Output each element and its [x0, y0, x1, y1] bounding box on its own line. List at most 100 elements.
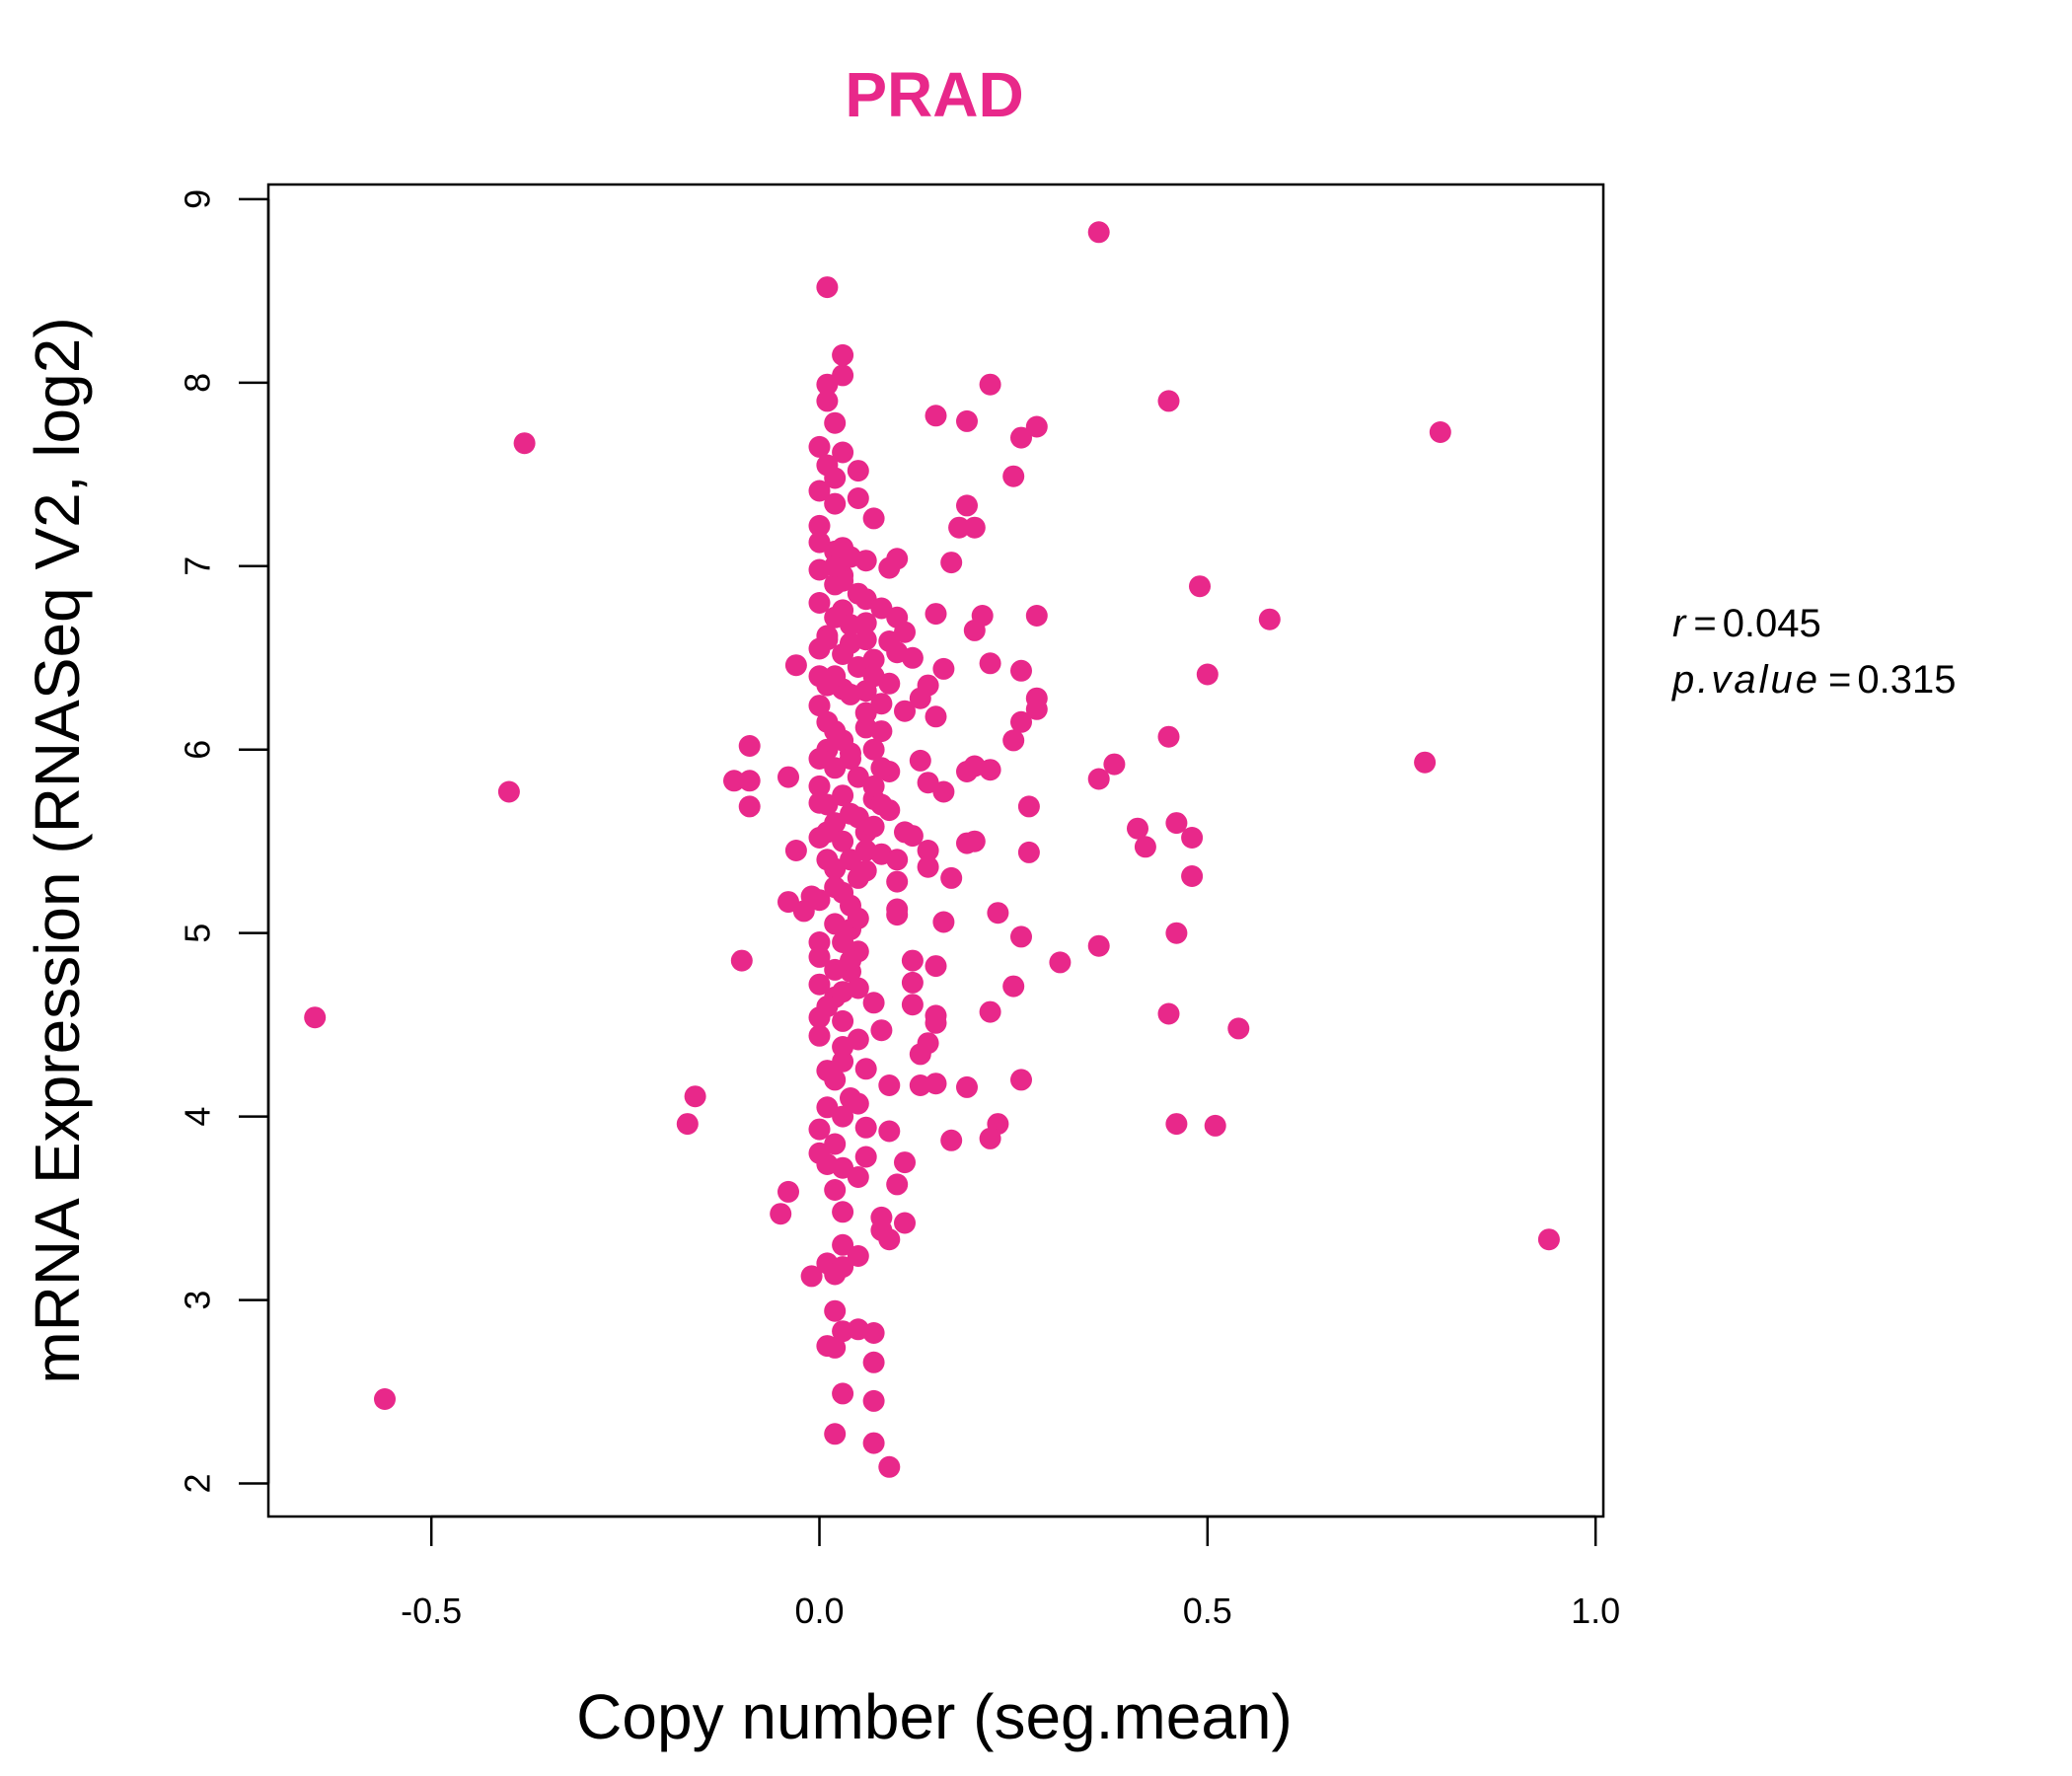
data-point [932, 657, 955, 680]
data-point [816, 629, 839, 651]
data-point [870, 1019, 893, 1042]
data-point [1017, 841, 1040, 863]
data-point [738, 770, 761, 792]
data-point [1010, 925, 1032, 948]
data-point [808, 1024, 831, 1047]
data-point [878, 1228, 901, 1251]
data-point [1087, 768, 1110, 790]
data-point [824, 606, 847, 629]
r-symbol: r [1672, 602, 1687, 645]
data-point [676, 1113, 699, 1136]
x-tick-label: 1.0 [1571, 1591, 1620, 1631]
y-tick-label: 2 [178, 1474, 218, 1494]
data-point [1002, 975, 1025, 998]
data-point [925, 705, 947, 728]
p-value-stat: p.value = 0.315 [1671, 658, 1956, 702]
data-point [824, 1179, 847, 1201]
y-tick-label: 9 [178, 189, 218, 209]
x-axis-title: Copy number (seg.mean) [576, 1681, 1293, 1752]
data-point [1025, 415, 1048, 438]
data-point [932, 911, 955, 933]
data-point [824, 1336, 847, 1359]
data-point [847, 460, 869, 482]
data-point [808, 945, 831, 968]
correlation-stat: r = 0.045 [1672, 602, 1821, 645]
data-point [824, 1069, 847, 1091]
data-point [304, 1006, 327, 1029]
data-point [808, 480, 831, 502]
data-point [816, 390, 839, 412]
data-point [901, 971, 924, 994]
data-point [956, 494, 978, 517]
data-point [1103, 753, 1126, 776]
data-point [816, 793, 839, 816]
data-point [901, 949, 924, 972]
data-point [816, 821, 839, 844]
data-point [738, 795, 761, 818]
data-point [862, 815, 885, 838]
data-point [824, 1423, 847, 1445]
data-point [854, 840, 877, 861]
data-point [862, 1432, 885, 1454]
data-point [777, 1180, 799, 1203]
data-point [987, 902, 1009, 925]
data-point [901, 646, 924, 669]
data-point [824, 913, 847, 935]
data-point [956, 409, 978, 432]
data-point [854, 629, 877, 651]
data-point [816, 710, 839, 733]
data-point [1157, 725, 1180, 748]
data-point [956, 1075, 978, 1098]
data-point [862, 507, 885, 530]
data-point [1002, 729, 1025, 752]
chart-title: PRAD [845, 59, 1023, 130]
data-point [963, 619, 986, 641]
data-point [979, 1127, 1001, 1149]
data-point [878, 1455, 901, 1478]
data-point [832, 1105, 854, 1128]
data-point [1010, 659, 1032, 682]
data-point [824, 411, 847, 434]
y-axis: 2 3 4 5 6 7 8 9 [178, 189, 270, 1494]
data-point [909, 1043, 931, 1066]
x-tick-label: 0.0 [794, 1591, 844, 1631]
p-equals: = [1828, 658, 1851, 702]
data-point [832, 441, 854, 464]
data-point [1017, 795, 1040, 818]
data-point [808, 1118, 831, 1141]
data-point [824, 467, 847, 489]
data-point [854, 1116, 877, 1139]
data-point [684, 1085, 706, 1108]
data-point [886, 1173, 909, 1196]
data-point [1181, 827, 1204, 849]
data-point [1127, 817, 1148, 840]
data-point [832, 537, 854, 559]
data-point [1165, 812, 1188, 835]
data-point [894, 700, 916, 722]
data-point [963, 516, 986, 539]
data-point [808, 592, 831, 614]
data-point [878, 556, 901, 579]
data-point [808, 748, 831, 770]
data-point [816, 849, 839, 871]
data-point [513, 432, 536, 455]
x-axis: -0.5 0.0 0.5 1.0 [401, 1515, 1620, 1631]
p-value: 0.315 [1857, 658, 1956, 702]
data-point [878, 1074, 901, 1096]
data-point [824, 492, 847, 515]
x-tick-label: 0.5 [1183, 1591, 1232, 1631]
data-point [948, 516, 971, 539]
data-point [832, 1233, 854, 1256]
data-point [909, 687, 931, 709]
data-point [1258, 608, 1281, 630]
data-point [894, 1151, 916, 1174]
data-point [832, 729, 854, 752]
data-point [832, 1201, 854, 1223]
data-point [894, 1212, 916, 1234]
data-point [824, 1263, 847, 1286]
data-point [1010, 426, 1032, 449]
data-point [1134, 836, 1156, 858]
data-point [979, 652, 1001, 675]
data-point [832, 643, 854, 665]
